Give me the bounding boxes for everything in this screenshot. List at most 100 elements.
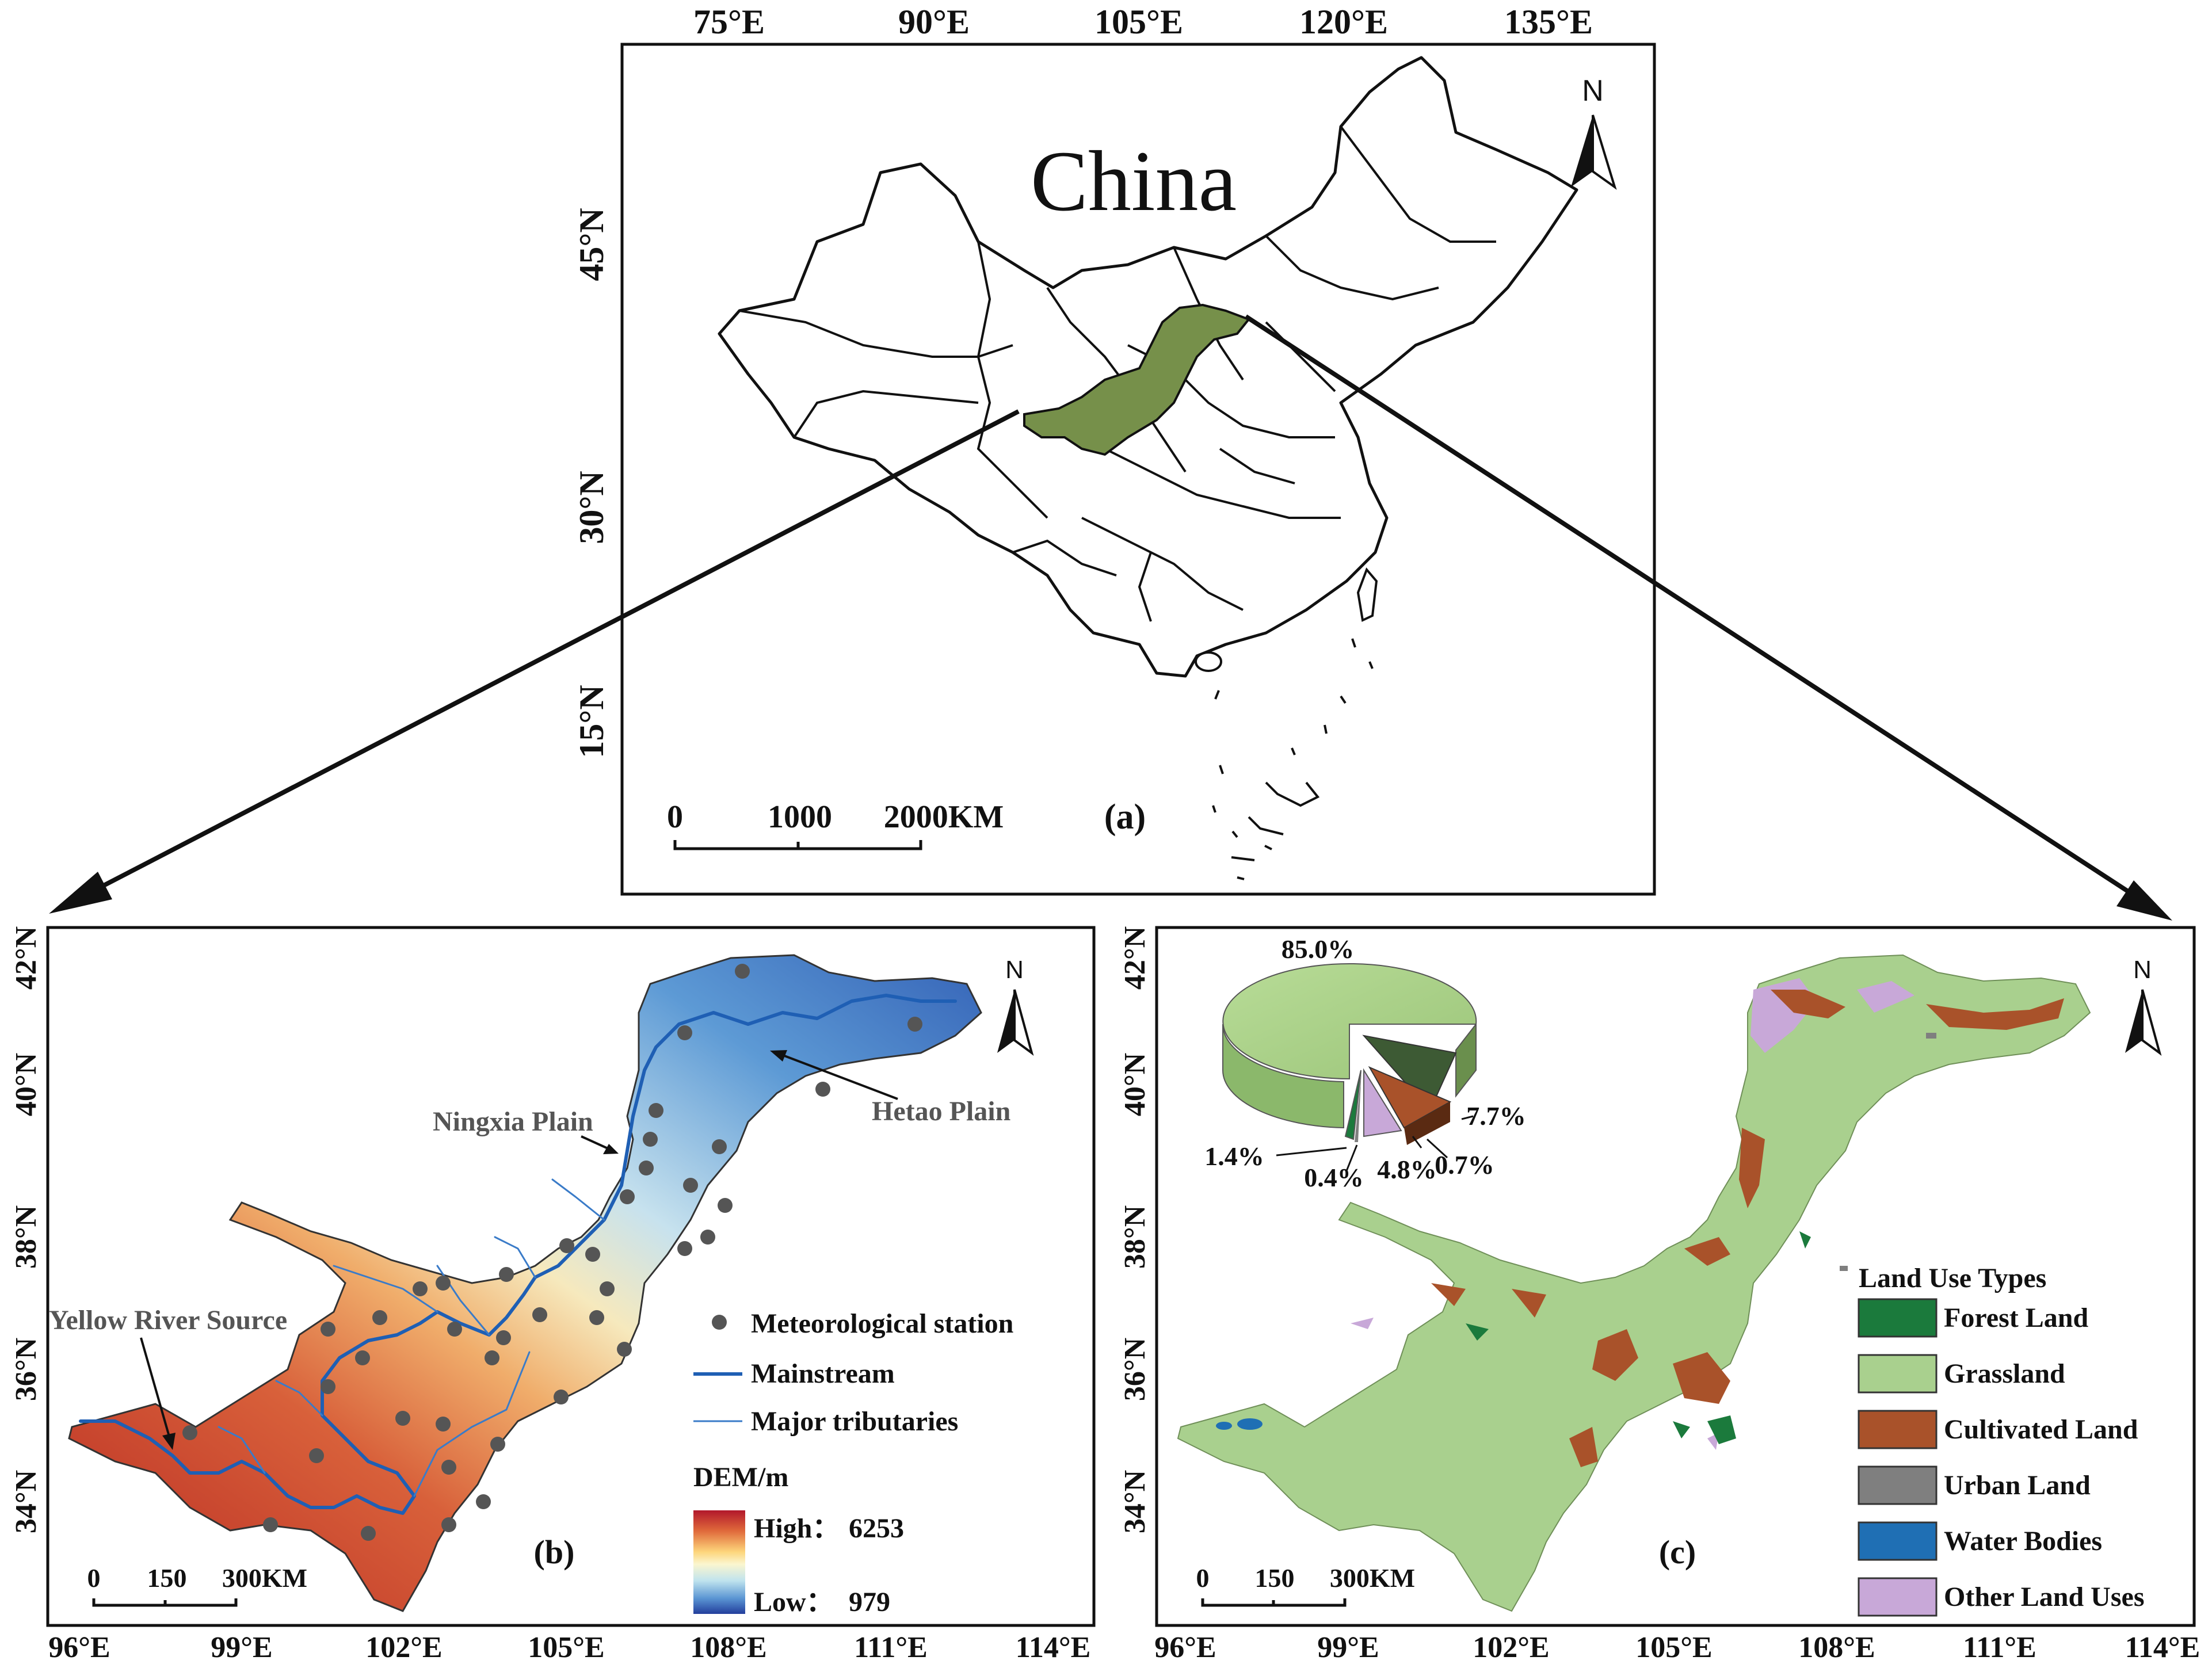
svg-text:0: 0 bbox=[1196, 1563, 1210, 1593]
scale-bar-a: 0 1000 2000KM bbox=[667, 799, 1004, 850]
svg-text:0: 0 bbox=[87, 1563, 101, 1593]
station-dot bbox=[372, 1310, 387, 1325]
station-legend-dot bbox=[712, 1315, 727, 1330]
lon-tick: 114°E bbox=[1016, 1631, 1091, 1664]
station-dot bbox=[182, 1425, 197, 1440]
lon-tick: 99°E bbox=[1317, 1631, 1379, 1664]
lat-tick: 34°N bbox=[1119, 1470, 1151, 1533]
pie-slice-grassland bbox=[1222, 963, 1477, 1080]
pie-label-urban: 0.4% bbox=[1304, 1163, 1364, 1192]
dem-title: DEM/m bbox=[693, 1462, 788, 1493]
panel-c: 96°E 99°E 102°E 105°E 108°E 111°E 114°E … bbox=[1119, 926, 2200, 1664]
panel-b: 96°E 99°E 102°E 105°E 108°E 111°E 114°E … bbox=[10, 926, 1096, 1664]
lat-tick: 36°N bbox=[10, 1338, 43, 1401]
station-dot bbox=[355, 1350, 370, 1365]
dem-low-label: Low： bbox=[754, 1587, 834, 1617]
panel-c-lon-ticks: 96°E 99°E 102°E 105°E 108°E 111°E 114°E bbox=[1154, 1631, 2200, 1664]
station-dot bbox=[436, 1417, 451, 1432]
legend-item-water: Water Bodies bbox=[1858, 1521, 2102, 1561]
legend-item-forest: Forest Land bbox=[1858, 1298, 2088, 1338]
svg-text:Water Bodies: Water Bodies bbox=[1944, 1526, 2102, 1556]
pie-slice-forest bbox=[1344, 1070, 1361, 1140]
cultivated-land-patches bbox=[1431, 990, 2064, 1467]
pie-slice-urban bbox=[1355, 1070, 1361, 1142]
svg-text:Cultivated Land: Cultivated Land bbox=[1944, 1414, 2138, 1445]
legend-item-cultivated: Cultivated Land bbox=[1858, 1410, 2138, 1449]
svg-text:1000: 1000 bbox=[768, 799, 832, 835]
rivers bbox=[79, 994, 957, 1515]
hetao-plain-label: Hetao Plain bbox=[872, 1096, 1010, 1127]
pie-label-cultivated: 7.7% bbox=[1466, 1101, 1526, 1131]
legend-item-other: Other Land Uses bbox=[1858, 1577, 2145, 1617]
svg-text:Urban Land: Urban Land bbox=[1944, 1470, 2091, 1501]
panel-b-legend: Meteorological station Mainstream Major … bbox=[693, 1308, 1013, 1617]
scale-bar-b: 0 150 300KM bbox=[87, 1563, 307, 1607]
svg-text:0: 0 bbox=[667, 799, 683, 835]
yellow-river-basin-highlight bbox=[1023, 303, 1251, 456]
station-dot bbox=[490, 1437, 505, 1452]
lon-tick: 105°E bbox=[528, 1631, 604, 1664]
lon-tick: 96°E bbox=[1154, 1631, 1216, 1664]
lat-tick: 34°N bbox=[10, 1470, 43, 1533]
grassland-area bbox=[1177, 954, 2091, 1612]
svg-text:N: N bbox=[2133, 956, 2152, 984]
panel-a-lon-ticks: 75°E 90°E 105°E 120°E 135°E bbox=[693, 3, 1593, 41]
station-dot bbox=[447, 1322, 462, 1337]
lon-tick: 114°E bbox=[2125, 1631, 2200, 1664]
station-dot bbox=[413, 1281, 428, 1296]
panel-a-label: (a) bbox=[1104, 797, 1146, 837]
svg-text:N: N bbox=[1005, 956, 1024, 984]
lon-tick: 105°E bbox=[1094, 3, 1183, 41]
lat-tick: 15°N bbox=[573, 685, 611, 758]
station-dot bbox=[617, 1342, 632, 1357]
panel-b-lon-ticks: 96°E 99°E 102°E 105°E 108°E 111°E 114°E bbox=[48, 1631, 1090, 1664]
tributaries-legend-label: Major tributaries bbox=[751, 1406, 958, 1437]
station-dot bbox=[700, 1230, 715, 1245]
station-legend-label: Meteorological station bbox=[751, 1308, 1013, 1339]
svg-text:150: 150 bbox=[1255, 1563, 1295, 1593]
basin-dem bbox=[68, 954, 982, 1612]
station-dot bbox=[589, 1310, 604, 1325]
panel-c-lat-ticks: 42°N 40°N 38°N 36°N 34°N bbox=[1119, 926, 1151, 1533]
lon-tick: 96°E bbox=[48, 1631, 110, 1664]
station-dot bbox=[907, 1017, 922, 1032]
station-dot bbox=[620, 1189, 635, 1204]
legend-item-urban: Urban Land bbox=[1858, 1465, 2091, 1505]
lon-tick: 99°E bbox=[211, 1631, 272, 1664]
pie-label-forest: 1.4% bbox=[1204, 1142, 1264, 1171]
lon-tick: 75°E bbox=[693, 3, 765, 41]
station-dot bbox=[735, 964, 750, 979]
lon-tick: 102°E bbox=[1473, 1631, 1549, 1664]
station-dot bbox=[677, 1241, 692, 1256]
lon-tick: 108°E bbox=[690, 1631, 766, 1664]
north-arrow-c: N bbox=[2125, 956, 2162, 1056]
svg-text:300KM: 300KM bbox=[222, 1563, 307, 1593]
station-dot bbox=[441, 1460, 456, 1475]
station-dot bbox=[600, 1281, 615, 1296]
svg-text:Forest Land: Forest Land bbox=[1944, 1303, 2088, 1333]
lat-tick: 42°N bbox=[10, 926, 43, 990]
panel-b-lat-ticks: 42°N 40°N 38°N 36°N 34°N bbox=[10, 926, 43, 1533]
scale-bar-c: 0 150 300KM bbox=[1196, 1563, 1415, 1607]
station-dot bbox=[476, 1494, 491, 1509]
svg-text:150: 150 bbox=[147, 1563, 187, 1593]
station-dot bbox=[309, 1448, 324, 1463]
station-dot bbox=[361, 1526, 376, 1541]
station-dot bbox=[485, 1350, 499, 1365]
pie-slice-cultivated bbox=[1362, 1035, 1457, 1112]
pie-label-grassland: 85.0% bbox=[1282, 934, 1355, 964]
panel-b-label: (b) bbox=[534, 1533, 575, 1571]
station-dot bbox=[718, 1198, 733, 1213]
mainstream-river bbox=[79, 994, 957, 1515]
lon-tick: 105°E bbox=[1635, 1631, 1712, 1664]
tributaries bbox=[218, 1178, 605, 1497]
station-dot bbox=[683, 1178, 698, 1193]
svg-text:N: N bbox=[1582, 74, 1604, 108]
panel-c-label: (c) bbox=[1659, 1533, 1696, 1571]
lat-tick: 36°N bbox=[1119, 1338, 1151, 1401]
urban-land-patches bbox=[1840, 1033, 1936, 1271]
panel-b-annotations: Ningxia Plain Hetao Plain Yellow River S… bbox=[49, 1050, 1010, 1450]
svg-text:Grassland: Grassland bbox=[1944, 1358, 2065, 1389]
station-dot bbox=[712, 1139, 727, 1154]
